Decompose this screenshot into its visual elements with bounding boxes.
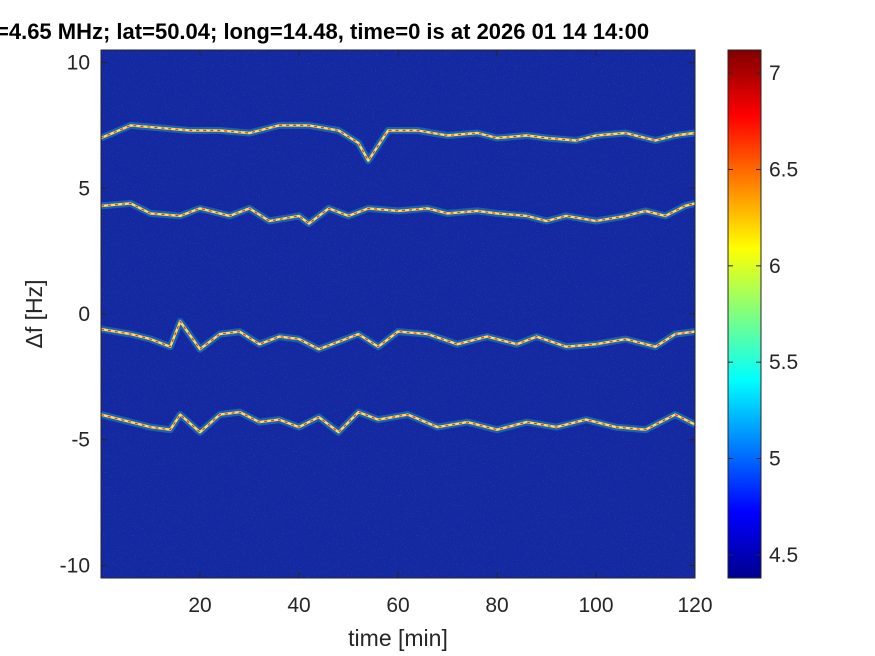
- x-tick-label: 100: [578, 594, 613, 617]
- x-axis-label: time [min]: [348, 625, 448, 651]
- y-tick-label: -10: [60, 554, 90, 577]
- colorbar-tick-label: 4.5: [769, 544, 798, 567]
- noise-texture: [101, 50, 695, 578]
- colorbar-tick-label: 6.5: [769, 158, 798, 181]
- x-tick-label: 20: [188, 594, 211, 617]
- trace-peak: [101, 411, 695, 433]
- y-axis-ticks: 10 5 0 -5 -10: [60, 52, 695, 577]
- colorbar-tick-label: 5: [769, 448, 781, 471]
- x-tick-label: 120: [677, 594, 712, 617]
- x-tick-label: 60: [386, 594, 409, 617]
- chart-title: =4.65 MHz; lat=50.04; long=14.48, time=0…: [0, 19, 649, 44]
- colorbar-tick-label: 7: [769, 62, 781, 85]
- trace-peak: [101, 124, 695, 162]
- y-tick-label: 0: [78, 303, 90, 326]
- y-tick-label: 5: [78, 177, 90, 200]
- colorbar-tick-label: 6: [769, 255, 781, 278]
- colorbar-tick-label: 5.5: [769, 351, 798, 374]
- x-axis-ticks: 20 40 60 80 100 120: [188, 50, 713, 617]
- y-tick-label: -5: [71, 429, 90, 452]
- x-tick-label: 80: [485, 594, 508, 617]
- colorbar: [727, 49, 762, 579]
- trace-peak: [101, 202, 695, 225]
- y-axis-label: Δf [Hz]: [21, 279, 47, 348]
- x-tick-label: 40: [287, 594, 310, 617]
- trace-line: [101, 320, 695, 351]
- colorbar-ticks: 7 6.5 6 5.5 5 4.5: [728, 62, 798, 567]
- y-tick-label: 10: [67, 52, 90, 75]
- signal-traces: [101, 121, 695, 436]
